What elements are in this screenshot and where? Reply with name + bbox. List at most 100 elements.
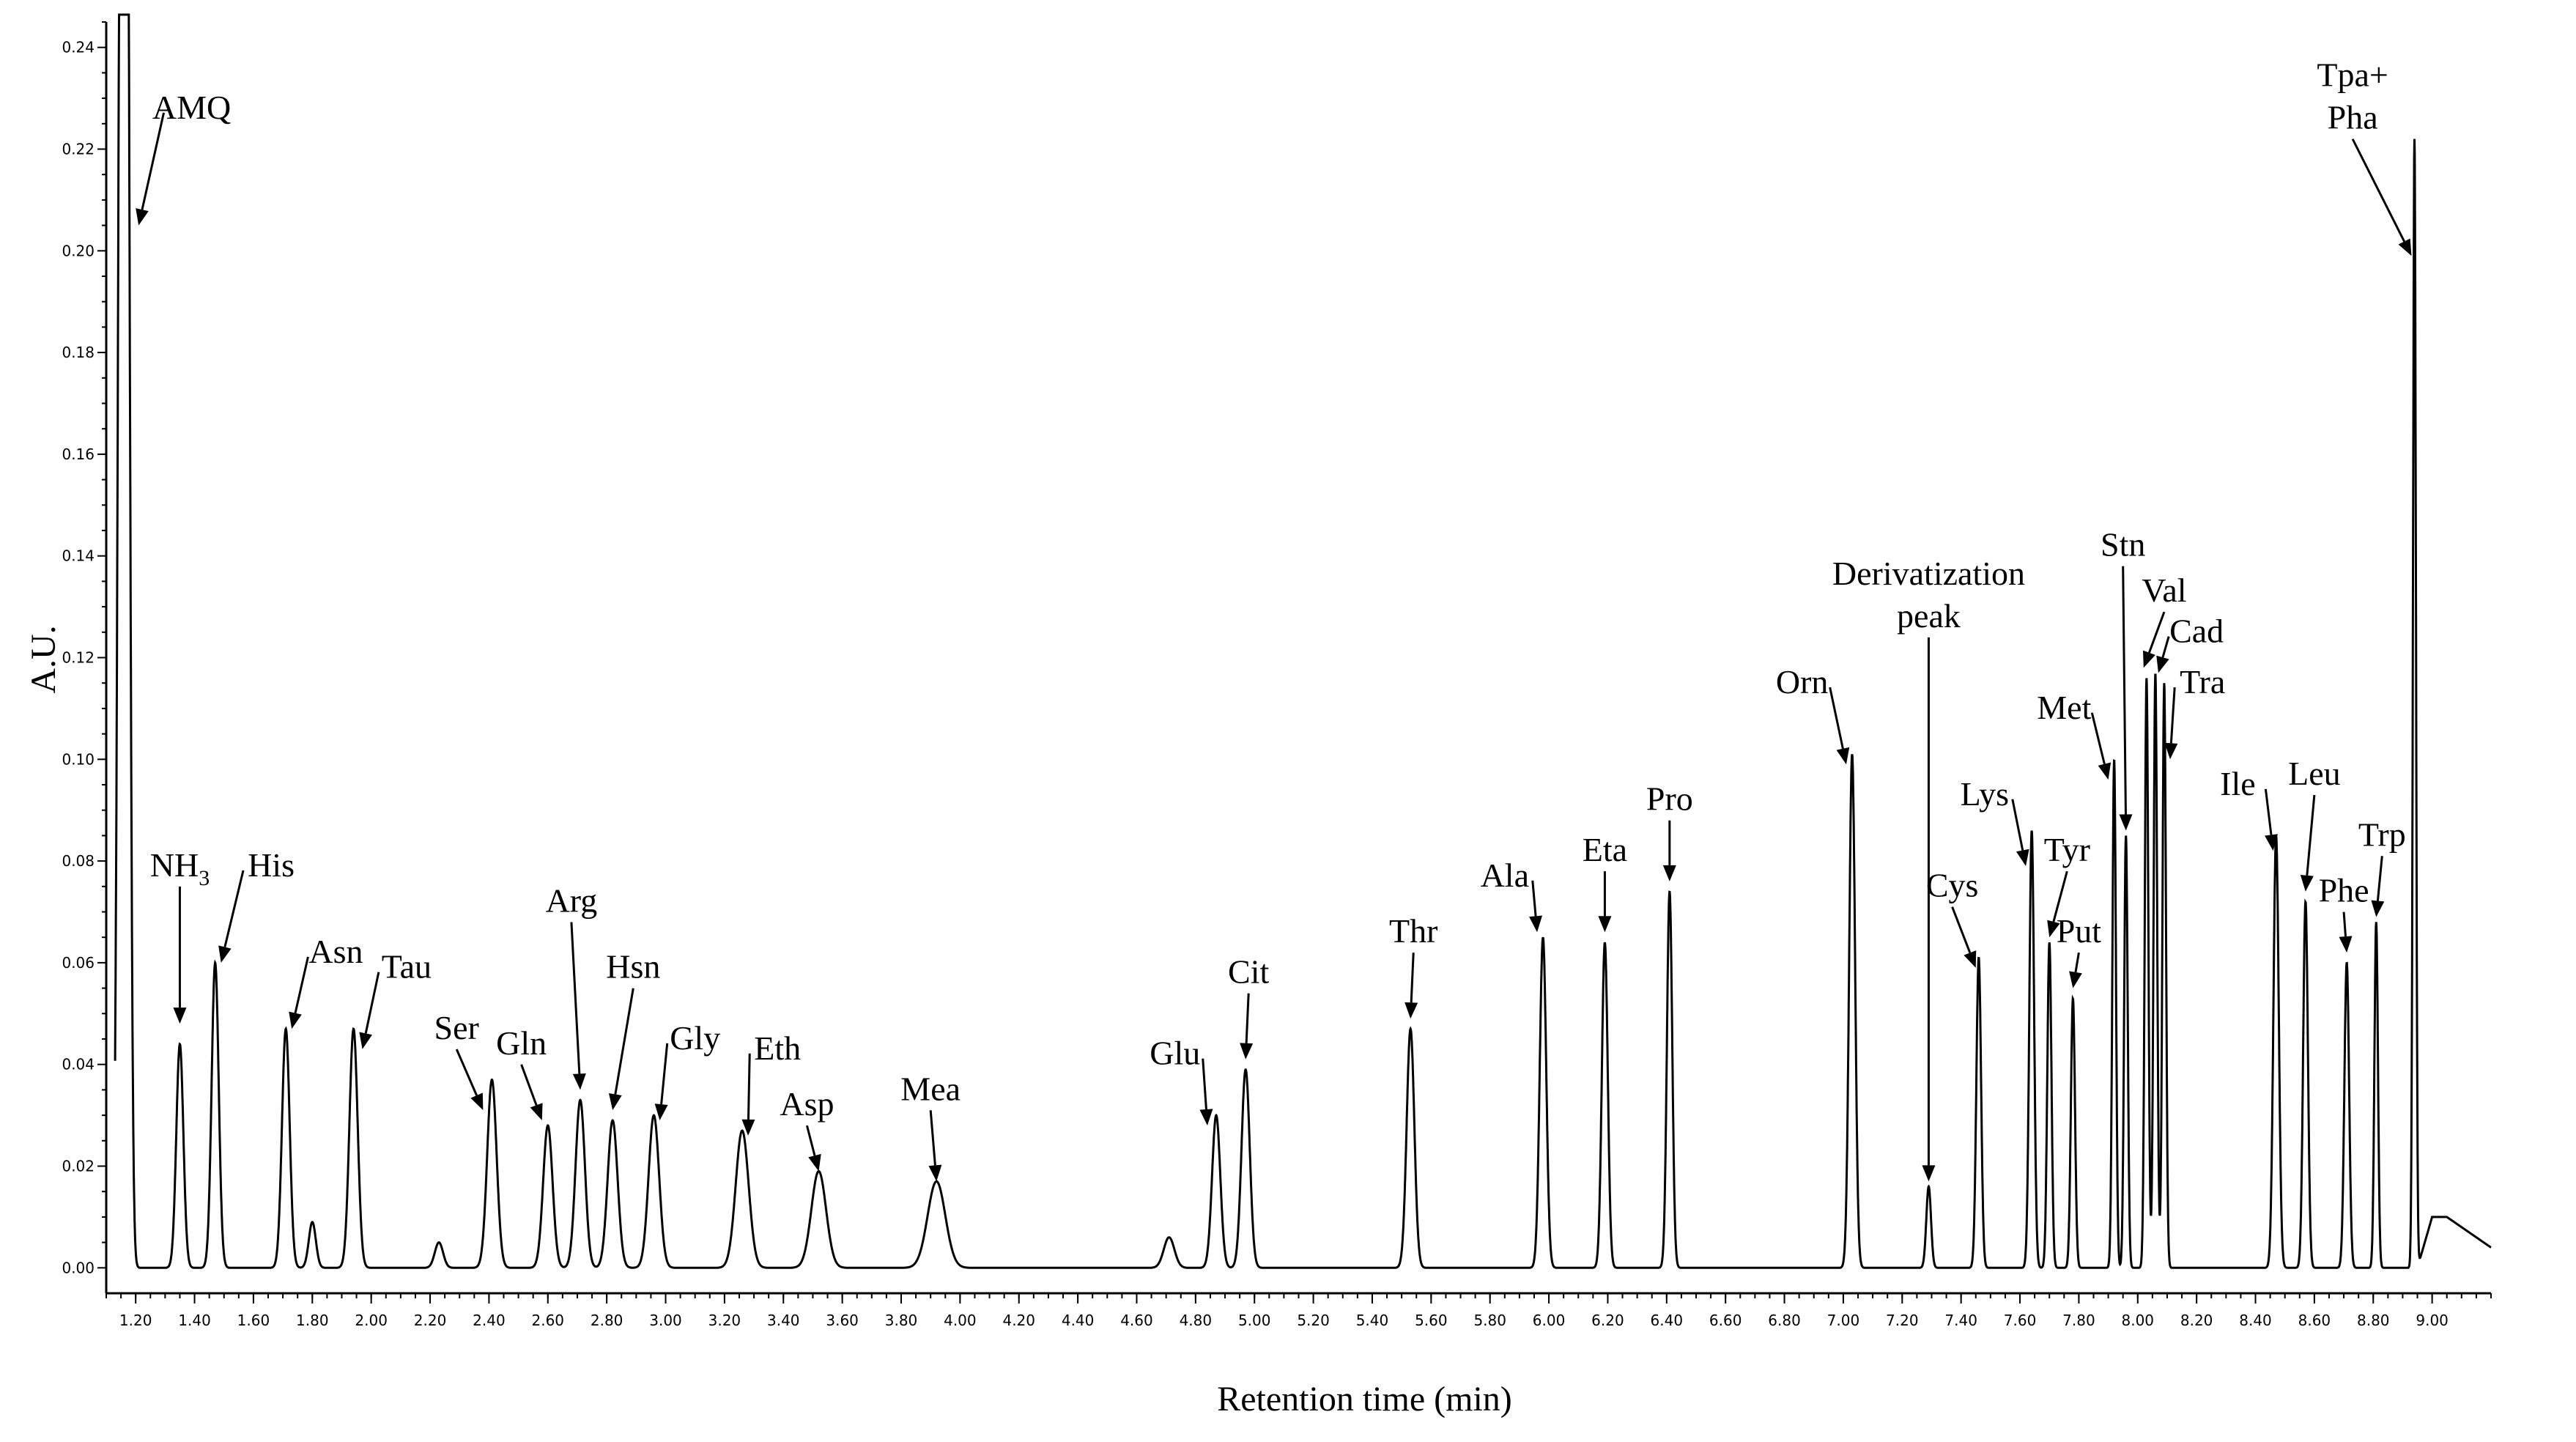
y-tick-label: 0.22 (62, 141, 95, 158)
annotation-arrow-head (608, 1092, 622, 1111)
annotation-arrow-shaft (2074, 952, 2080, 973)
annotation-arrow-head (2119, 814, 2133, 831)
x-tick-label: 4.00 (944, 1312, 977, 1329)
peak-annotation: Tra (2164, 663, 2225, 760)
x-axis-title: Retention time (min) (1217, 1380, 1512, 1419)
peak-label: Eta (1583, 831, 1627, 868)
x-tick-label: 3.60 (826, 1312, 859, 1329)
annotation-arrow-shaft (2011, 799, 2024, 851)
peak-annotation: AMQ (136, 89, 231, 226)
x-tick-label: 6.80 (1768, 1312, 1801, 1329)
peak-label: Phe (2319, 872, 2369, 909)
y-tick-label: 0.12 (62, 649, 95, 667)
peak-label: NH3 (150, 846, 210, 890)
annotation-arrow-shaft (805, 1125, 816, 1156)
x-tick-label: 3.00 (649, 1312, 682, 1329)
annotation-arrow-shaft (2122, 566, 2127, 815)
peak-annotation: Eth (741, 1029, 801, 1136)
peak-label: Tyr (2044, 831, 2090, 868)
annotation-arrow-head (2371, 900, 2385, 917)
peak-annotation: NH3 (150, 846, 210, 1024)
annotation-arrow-shaft (294, 956, 309, 1013)
x-tick-label: 8.60 (2298, 1312, 2331, 1329)
peak-annotation: Val (2142, 572, 2187, 668)
annotation-arrow-shaft (2351, 138, 2405, 243)
annotation-arrow-shaft (2376, 856, 2383, 901)
annotation-arrow-shaft (660, 1043, 669, 1105)
x-tick-label: 7.60 (2004, 1312, 2037, 1329)
peak-label: peak (1897, 597, 1961, 635)
peak-annotation: His (218, 846, 295, 963)
annotation-arrow-shaft (2264, 788, 2273, 835)
peak-label: Stn (2101, 526, 2145, 563)
x-tick-label: 2.20 (414, 1312, 447, 1329)
annotation-arrow-head (808, 1153, 821, 1172)
annotation-arrow-head (2398, 238, 2412, 256)
peak-label: Asn (308, 933, 363, 970)
x-tick-label: 7.40 (1944, 1312, 1977, 1329)
annotation-arrow-shaft (1245, 993, 1250, 1043)
peak-annotation: Tpa+ Pha (2317, 56, 2412, 256)
peak-label: Asp (780, 1085, 834, 1123)
x-tick-label: 8.00 (2122, 1312, 2155, 1329)
peak-annotation: Cad (2156, 613, 2224, 673)
peak-label: Pha (2328, 99, 2378, 136)
peak-annotation: Glu (1150, 1035, 1213, 1125)
peak-annotation: Trp (2358, 816, 2406, 917)
annotation-arrow-head (136, 208, 149, 226)
annotation-arrow-head (1922, 1165, 1936, 1182)
annotation-arrow-head (470, 1092, 484, 1111)
annotation-arrow-head (1662, 865, 1676, 881)
peak-label-main: NH (150, 846, 199, 884)
peak-label: Glu (1150, 1035, 1200, 1072)
peak-label: Met (2037, 689, 2091, 726)
annotation-arrow-shaft (1531, 880, 1537, 917)
peak-label: Thr (1389, 912, 1437, 950)
y-tick-label: 0.04 (62, 1056, 95, 1073)
annotation-arrow-head (2016, 848, 2029, 867)
x-tick-label: 1.20 (119, 1312, 152, 1329)
peak-annotation: Hsn (606, 948, 660, 1111)
annotation-arrow-head (1240, 1043, 1254, 1060)
x-tick-label: 7.80 (2062, 1312, 2095, 1329)
x-tick-label: 8.80 (2357, 1312, 2390, 1329)
peak-annotation: Tau (359, 948, 432, 1049)
peak-label: Eth (754, 1029, 801, 1067)
x-tick-label: 1.80 (296, 1312, 329, 1329)
peak-label: Ile (2220, 765, 2256, 802)
peak-label: His (248, 846, 295, 884)
peak-annotation: Phe (2319, 872, 2369, 953)
x-tick-label: 6.40 (1651, 1312, 1684, 1329)
annotation-arrow-shaft (570, 922, 581, 1074)
annotation-arrow-head (1529, 915, 1543, 933)
peak-label: Pro (1646, 780, 1693, 818)
peak-annotation: Lys (1961, 775, 2029, 867)
annotation-arrow-head (928, 1164, 942, 1182)
peak-annotation: Pro (1646, 780, 1693, 881)
peak-annotation: Ser (434, 1009, 484, 1111)
peak-label: Leu (2288, 755, 2341, 792)
y-tick-label: 0.16 (62, 445, 95, 463)
x-tick-label: 4.20 (1002, 1312, 1035, 1329)
peak-label: Tpa+ (2317, 56, 2388, 94)
peak-annotation: Put (2057, 912, 2101, 988)
annotation-arrow-head (2265, 834, 2278, 851)
x-tick-label: 5.40 (1356, 1312, 1389, 1329)
peak-label-subscript: 3 (199, 866, 210, 890)
x-tick-label: 8.20 (2180, 1312, 2213, 1329)
peak-label: Gln (496, 1024, 547, 1062)
annotation-arrow-shaft (141, 112, 166, 210)
annotation-arrow-shaft (2148, 611, 2166, 654)
peak-label: Mea (900, 1070, 961, 1107)
x-tick-label: 5.80 (1473, 1312, 1506, 1329)
peak-annotation: Gly (654, 1019, 720, 1121)
peak-label: AMQ (152, 89, 231, 126)
annotation-arrow-head (1598, 916, 1612, 933)
annotation-arrow-shaft (2169, 687, 2176, 744)
annotation-arrow-head (2300, 875, 2314, 892)
annotation-arrow-head (1964, 950, 1977, 968)
x-tick-label: 9.00 (2416, 1312, 2449, 1329)
annotation-arrow-shaft (364, 972, 380, 1034)
y-tick-label: 0.18 (62, 344, 95, 361)
annotation-arrow-head (2069, 971, 2082, 988)
